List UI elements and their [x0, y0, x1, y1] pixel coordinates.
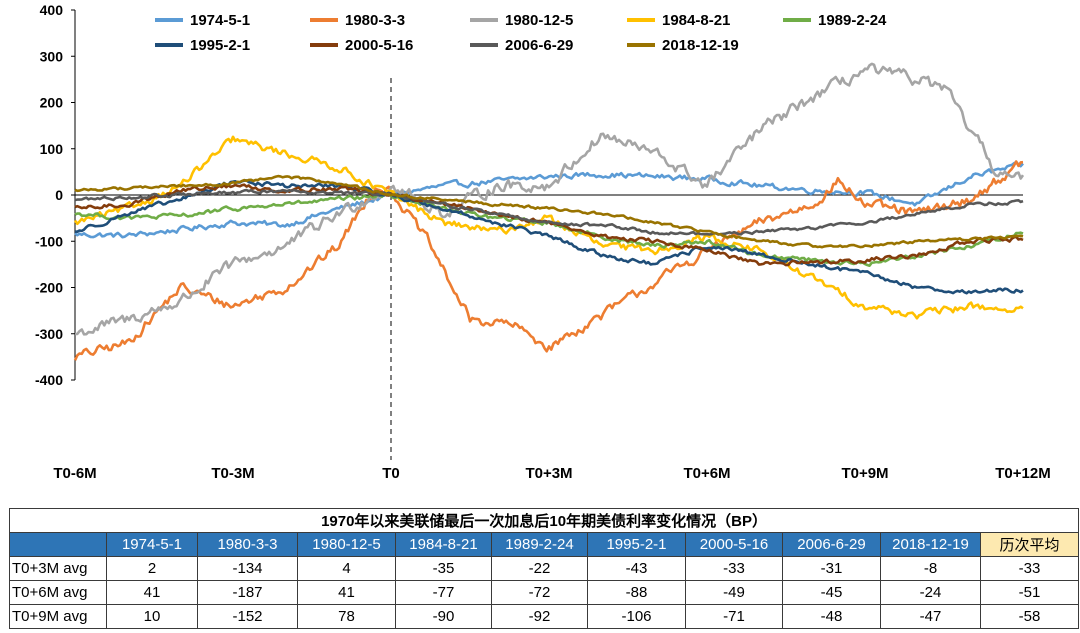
table-cell: -47 [880, 604, 981, 629]
y-tick-label: 100 [40, 141, 64, 157]
legend-label: 1980-12-5 [505, 12, 573, 29]
table-header-cell: 1984-8-21 [395, 532, 492, 557]
table-cell: -187 [197, 580, 298, 605]
table-row: T0+9M avg 10 -152 78 -90 -92 -106 -71 -48 -47 -58 [9, 604, 1080, 629]
table-header-cell: 2000-5-16 [685, 532, 783, 557]
table-cell: 41 [106, 580, 198, 605]
table-cell: 10 [106, 604, 198, 629]
legend-label: 2006-6-29 [505, 37, 573, 54]
table-cell: -22 [491, 556, 588, 581]
table-cell: -134 [197, 556, 298, 581]
legend-label: 1995-2-1 [190, 37, 250, 54]
line-chart: 400 300 200 100 0 -100 -200 -300 -400 T0-6M T0-3M… [35, 2, 1051, 482]
series-line-1984-8-21 [73, 135, 1024, 320]
table-cell: -33 [685, 556, 783, 581]
table-cell: -92 [491, 604, 588, 629]
legend-label: 1984-8-21 [662, 12, 730, 29]
table-cell: -90 [395, 604, 492, 629]
table-body: T0+3M avg 2 -134 4 -35 -22 -43 -33 -31 -8 -33 T0+6M… [9, 556, 1080, 629]
series-line-1980-12-5 [74, 62, 1025, 336]
legend-label: 1980-3-3 [345, 12, 405, 29]
row-label: T0+9M avg [9, 604, 107, 629]
table-title: 1970年以来美联储最后一次加息后10年期美债利率变化情况（BP） [8, 508, 1080, 533]
table-header-cell: 1980-3-3 [197, 532, 298, 557]
table-row: T0+6M avg 41 -187 41 -77 -72 -88 -49 -45 -24 -51 [9, 580, 1080, 605]
table-cell: -58 [979, 604, 1080, 629]
table-cell: -49 [685, 580, 783, 605]
table-header-corner [9, 532, 107, 557]
legend-label: 2018-12-19 [662, 37, 739, 54]
table-cell: -31 [782, 556, 881, 581]
x-axis: T0-6M T0-3M T0 T0+3M T0+6M T0+9M T0+12M [53, 78, 1051, 482]
table-cell: -8 [880, 556, 981, 581]
series-line-2018-12-19 [74, 174, 1024, 249]
table-cell: -35 [395, 556, 492, 581]
table-cell: -43 [587, 556, 686, 581]
y-tick-label: 300 [40, 48, 64, 64]
x-tick-label: T0+9M [841, 465, 888, 482]
table-cell: 41 [297, 580, 396, 605]
series-line-1989-2-24 [74, 192, 1024, 267]
y-tick-label: 200 [40, 95, 64, 111]
series-line-1980-3-3 [73, 160, 1024, 361]
table-cell: 2 [106, 556, 198, 581]
table-cell: -77 [395, 580, 492, 605]
table-header-cell: 1980-12-5 [297, 532, 396, 557]
summary-table: 1970年以来美联储最后一次加息后10年期美债利率变化情况（BP） 1974-5… [8, 508, 1080, 629]
table-header-cell: 2006-6-29 [782, 532, 881, 557]
y-tick-label: -400 [35, 372, 63, 388]
legend-label: 2000-5-16 [345, 37, 413, 54]
y-tick-label: -200 [35, 280, 63, 296]
table-header-cell: 1995-2-1 [587, 532, 686, 557]
table-header-cell: 历次平均 [979, 532, 1080, 557]
legend-label: 1974-5-1 [190, 12, 250, 29]
table-cell: -88 [587, 580, 686, 605]
table-cell: -24 [880, 580, 981, 605]
table-header-cell: 1989-2-24 [491, 532, 588, 557]
table-cell: -71 [685, 604, 783, 629]
table-cell: -152 [197, 604, 298, 629]
legend: 1974-5-1 1980-3-3 1980-12-5 1984-8-21 1989-2… [155, 12, 887, 54]
table-header-cell: 1974-5-1 [106, 532, 198, 557]
table-cell: 4 [297, 556, 396, 581]
series-line-2006-6-29 [74, 188, 1024, 236]
x-tick-label: T0-6M [53, 465, 96, 482]
table-cell: -45 [782, 580, 881, 605]
table-cell: -48 [782, 604, 881, 629]
y-tick-label: 400 [40, 2, 64, 18]
row-label: T0+6M avg [9, 580, 107, 605]
x-tick-label: T0+6M [683, 465, 730, 482]
table-header-row: 1974-5-1 1980-3-3 1980-12-5 1984-8-21 1989-2… [9, 532, 1080, 557]
legend-label: 1989-2-24 [818, 12, 887, 29]
table-cell: -72 [491, 580, 588, 605]
x-tick-label: T0+3M [525, 465, 572, 482]
x-tick-label: T0-3M [211, 465, 254, 482]
table-row: T0+3M avg 2 -134 4 -35 -22 -43 -33 -31 -8 -33 [9, 556, 1080, 581]
y-tick-label: 0 [55, 187, 63, 203]
table-cell: -106 [587, 604, 686, 629]
table-cell: -51 [979, 580, 1080, 605]
table-cell: -33 [979, 556, 1080, 581]
summary-table-wrapper: 1970年以来美联储最后一次加息后10年期美债利率变化情况（BP） 1974-5… [8, 508, 1080, 629]
y-tick-label: -300 [35, 326, 63, 342]
x-tick-label: T0 [382, 465, 400, 482]
x-tick-label: T0+12M [995, 465, 1050, 482]
table-header-cell: 2018-12-19 [880, 532, 981, 557]
row-label: T0+3M avg [9, 556, 107, 581]
table-cell: 78 [297, 604, 396, 629]
y-axis: 400 300 200 100 0 -100 -200 -300 -400 [35, 2, 76, 388]
series-line-1974-5-1 [74, 160, 1024, 239]
series-layer [73, 62, 1025, 361]
y-tick-label: -100 [35, 233, 63, 249]
